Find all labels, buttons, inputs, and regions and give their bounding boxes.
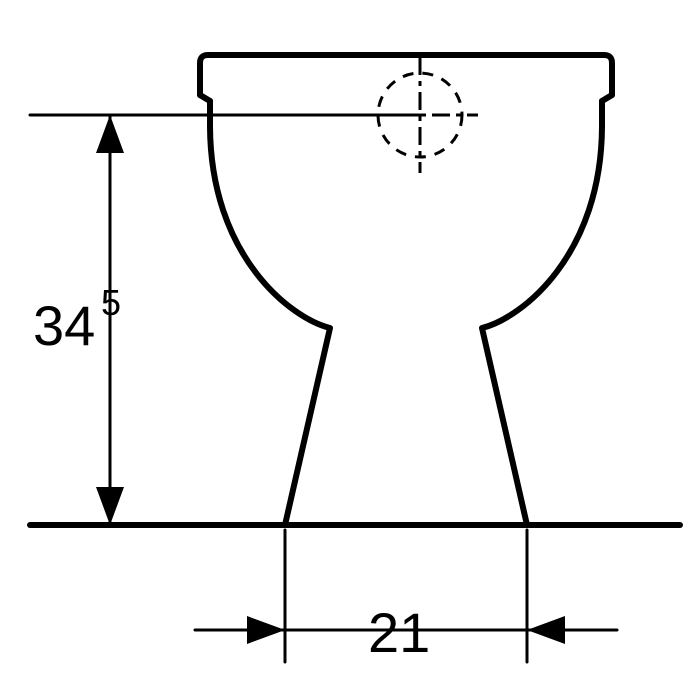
dimension-vertical-value: 34 [33,294,95,357]
dimension-vertical-value-sup: 5 [101,282,121,323]
dimension-horizontal-value: 21 [368,601,430,664]
